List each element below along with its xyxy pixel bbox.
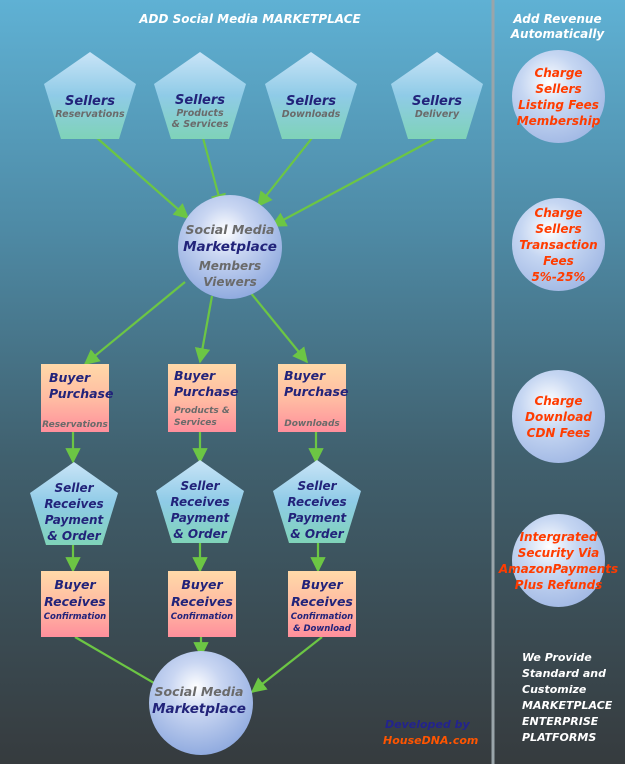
sr-line3: Payment <box>45 513 105 527</box>
seller-sub: Delivery <box>415 109 460 120</box>
purchase-reservations-box: Buyer Purchase Reservations <box>41 364 113 432</box>
sr-line2: Receives <box>287 495 346 509</box>
purchase-products-box: Buyer Purchase Products & Services <box>168 364 238 432</box>
seller-reservations-node: Sellers Reservations <box>44 52 136 139</box>
revenue-transaction-fees: Charge Sellers Transaction Fees 5%-25% <box>512 198 605 291</box>
purchase-sub: Reservations <box>42 420 108 430</box>
arrow-delivery-hub <box>270 137 437 227</box>
purchase-title2: Purchase <box>174 384 238 399</box>
seller-downloads-node: Sellers Downloads <box>265 52 357 139</box>
seller-receives-node-2: Seller Receives Payment & Order <box>156 460 244 543</box>
hub-bottom-title1: Social Media <box>155 684 244 699</box>
buyer-receives-box-3: Buyer Receives Confirmation & Download <box>288 571 356 637</box>
sr-line1: Seller <box>297 479 337 493</box>
purchase-title1: Buyer <box>284 368 326 383</box>
br-title2: Receives <box>44 594 106 609</box>
sr-line1: Seller <box>180 479 220 493</box>
br-title2: Receives <box>171 594 233 609</box>
purchase-downloads-box: Buyer Purchase Downloads <box>278 364 348 432</box>
purchase-title2: Purchase <box>284 384 348 399</box>
hub-top-title2: Marketplace <box>183 239 277 255</box>
br-sub-line2: & Download <box>293 624 352 634</box>
seller-title: Sellers <box>175 93 225 108</box>
arrow-downloads-hub <box>257 137 313 208</box>
hub-top-node: Social Media Marketplace Members Viewers <box>178 195 282 299</box>
hub-bottom-title2: Marketplace <box>152 701 246 717</box>
hub-top-sub1: Members <box>199 259 261 273</box>
sr-line2: Receives <box>44 497 103 511</box>
seller-sub-line1: Products <box>176 108 224 119</box>
sr-line4: & Order <box>173 527 227 541</box>
revenue-cdn-fees: Charge Download CDN Fees <box>512 370 605 463</box>
buyer-receives-box-2: Buyer Receives Confirmation <box>168 571 236 637</box>
sr-line3: Payment <box>288 511 348 525</box>
seller-products-node: Sellers Products & Services <box>154 52 246 139</box>
sr-line4: & Order <box>290 527 344 541</box>
seller-title: Sellers <box>65 94 115 109</box>
right-header: Add Revenue Automatically <box>510 12 605 41</box>
br-sub: Confirmation <box>44 612 106 622</box>
purchase-sub-line2: Services <box>174 418 217 428</box>
br-title2: Receives <box>291 594 353 609</box>
sr-line3: Payment <box>171 511 231 525</box>
br-title1: Buyer <box>54 577 96 592</box>
br-sub: Confirmation <box>171 612 233 622</box>
seller-sub: Reservations <box>55 109 125 120</box>
sr-line1: Seller <box>54 481 94 495</box>
purchase-sub: Downloads <box>284 419 340 429</box>
seller-title: Sellers <box>286 94 336 109</box>
br-sub-line1: Confirmation <box>291 612 353 622</box>
company-link[interactable]: HouseDNA.com <box>383 734 479 747</box>
seller-sub-line2: & Services <box>172 119 229 130</box>
sr-line2: Receives <box>170 495 229 509</box>
seller-receives-node-1: Seller Receives Payment & Order <box>30 462 118 545</box>
seller-sub: Downloads <box>282 109 341 120</box>
seller-title: Sellers <box>412 94 462 109</box>
developed-by-label: Developed by <box>385 718 470 731</box>
hub-top-sub2: Viewers <box>203 275 257 289</box>
arrow-hub-purchase1 <box>83 281 186 365</box>
purchase-sub-line1: Products & <box>174 406 230 416</box>
arrow-reservations-hub <box>96 137 190 220</box>
purchase-title1: Buyer <box>174 368 216 383</box>
we-provide-text: We Provide Standard and Customize MARKET… <box>522 651 613 744</box>
arrow-receive3-hub <box>250 636 323 693</box>
seller-receives-node-3: Seller Receives Payment & Order <box>273 460 361 543</box>
sr-line4: & Order <box>47 529 101 543</box>
hub-top-title1: Social Media <box>186 222 275 237</box>
br-title1: Buyer <box>301 577 343 592</box>
seller-delivery-node: Sellers Delivery <box>391 52 483 139</box>
hub-bottom-node: Social Media Marketplace <box>149 651 253 755</box>
arrow-hub-purchase3 <box>249 291 308 364</box>
purchase-title1: Buyer <box>49 370 91 385</box>
purchase-title2: Purchase <box>49 386 113 401</box>
revenue-security: Intergrated Security Via AmazonPayments … <box>499 514 618 607</box>
br-title1: Buyer <box>181 577 223 592</box>
buyer-receives-box-1: Buyer Receives Confirmation <box>41 571 109 637</box>
left-header: ADD Social Media MARKETPLACE <box>139 12 361 26</box>
revenue-listing-fees: Charge Sellers Listing Fees Membership <box>512 50 605 143</box>
arrow-receive1-hub <box>74 636 168 691</box>
arrow-hub-purchase2 <box>194 295 214 364</box>
